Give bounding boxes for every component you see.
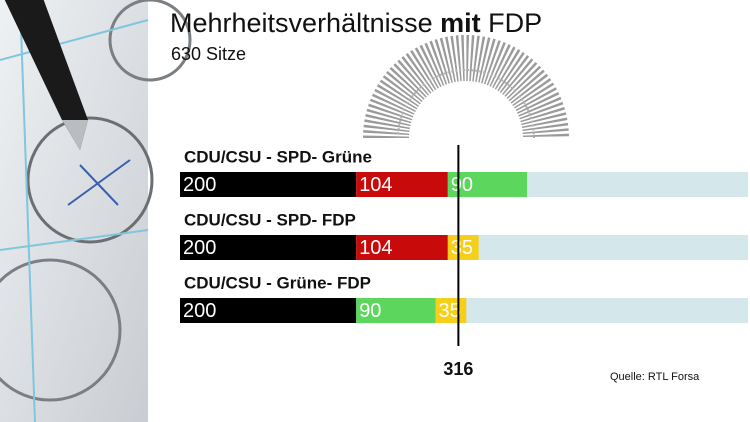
majority-label: 316 bbox=[443, 359, 473, 379]
bar-segment bbox=[356, 298, 436, 323]
title-part: Mehrheitsverhältnisse bbox=[170, 8, 433, 38]
chart-title: Mehrheitsverhältnisse mit FDP bbox=[170, 8, 542, 38]
photo bbox=[0, 0, 192, 422]
row-label: CDU/CSU - SPD- FDP bbox=[184, 210, 356, 229]
value-label: 200 bbox=[183, 237, 216, 259]
subtitle: 630 Sitze bbox=[171, 44, 246, 64]
value-label: 200 bbox=[183, 300, 216, 322]
title-part: FDP bbox=[488, 8, 542, 38]
bar-segment bbox=[180, 298, 357, 323]
row-label: CDU/CSU - SPD- Grüne bbox=[184, 147, 372, 166]
value-label: 200 bbox=[183, 174, 216, 196]
bar-segment bbox=[447, 172, 528, 197]
title-part: mit bbox=[440, 8, 481, 38]
value-label: 35 bbox=[438, 300, 460, 322]
value-label: 104 bbox=[359, 174, 392, 196]
bar-segment bbox=[180, 172, 357, 197]
value-label: 35 bbox=[451, 237, 473, 259]
bar-segment bbox=[435, 298, 467, 323]
bar-segment bbox=[447, 235, 479, 260]
row-label: CDU/CSU - Grüne- FDP bbox=[184, 273, 371, 292]
source: Quelle: RTL Forsa bbox=[610, 371, 700, 383]
bar-segment bbox=[180, 235, 357, 260]
value-label: 90 bbox=[451, 174, 473, 196]
value-label: 104 bbox=[359, 237, 392, 259]
value-label: 90 bbox=[359, 300, 381, 322]
bar-segment bbox=[356, 172, 448, 197]
bar-segment bbox=[356, 235, 448, 260]
